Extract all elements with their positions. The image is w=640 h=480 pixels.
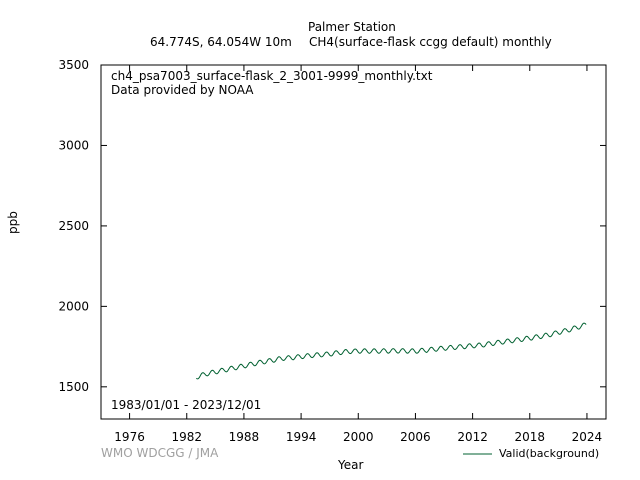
legend-label: Valid(background) bbox=[499, 447, 600, 460]
y-tick-label-1500: 1500 bbox=[58, 380, 89, 394]
y-tick-label-2000: 2000 bbox=[58, 299, 89, 313]
x-tick-label-1994: 1994 bbox=[286, 430, 317, 444]
y-axis-label: ppb bbox=[6, 211, 20, 234]
x-axis-label: Year bbox=[338, 458, 364, 472]
axis-tick-labels: 1976 1982 1988 1994 2000 2006 2012 2018 2024 1500… bbox=[58, 58, 602, 444]
y-tick-label-3500: 3500 bbox=[58, 58, 89, 72]
series-line-valid-background bbox=[196, 322, 587, 380]
y-tick-label-3000: 3000 bbox=[58, 138, 89, 152]
axis-ticks bbox=[101, 64, 606, 419]
x-tick-label-2012: 2012 bbox=[457, 430, 488, 444]
chart-parameter: CH4(surface-flask ccgg default) monthly bbox=[309, 35, 552, 49]
x-tick-label-2000: 2000 bbox=[343, 430, 374, 444]
credit-text: WMO WDCGG / JMA bbox=[101, 446, 219, 460]
x-tick-label-1976: 1976 bbox=[114, 430, 145, 444]
period-annotation: 1983/01/01 - 2023/12/01 bbox=[111, 398, 262, 412]
chart-location: 64.774S, 64.054W 10m bbox=[150, 35, 292, 49]
x-tick-label-2024: 2024 bbox=[572, 430, 603, 444]
x-tick-label-1988: 1988 bbox=[229, 430, 260, 444]
data-file-annotation: ch4_psa7003_surface-flask_2_3001-9999_mo… bbox=[111, 69, 433, 83]
provider-annotation: Data provided by NOAA bbox=[111, 83, 254, 97]
x-tick-label-1982: 1982 bbox=[171, 430, 202, 444]
plot-frame bbox=[100, 64, 607, 420]
x-tick-label-2006: 2006 bbox=[400, 430, 431, 444]
chart-station: Palmer Station bbox=[308, 20, 396, 34]
x-tick-label-2018: 2018 bbox=[515, 430, 546, 444]
y-tick-label-2500: 2500 bbox=[58, 219, 89, 233]
